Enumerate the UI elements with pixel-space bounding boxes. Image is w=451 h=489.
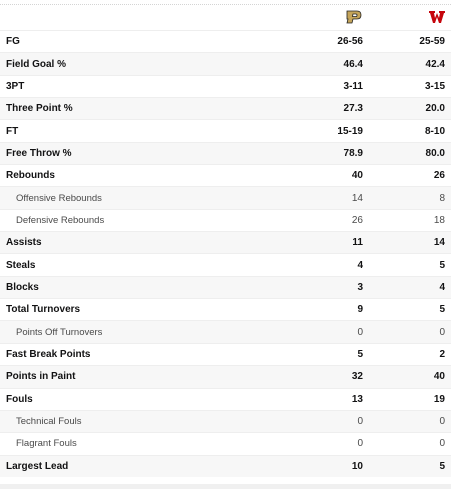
team-a-value: 0	[300, 432, 365, 456]
stat-label: Field Goal %	[0, 52, 300, 76]
table-row: Flagrant Fouls 0 0	[0, 432, 451, 456]
team-b-value: 3-15	[365, 74, 451, 98]
table-row: Rebounds 40 26	[0, 164, 451, 187]
table-row: Offensive Rebounds 14 8	[0, 186, 451, 210]
team-a-value: 4	[300, 253, 365, 277]
team-b-value: 0	[365, 432, 451, 456]
team-b-value: 0	[365, 320, 451, 344]
team-a-value: 3-11	[300, 74, 365, 98]
team-b-value: 5	[365, 454, 451, 478]
stat-label: Blocks	[0, 275, 300, 299]
stat-label: FT	[0, 119, 300, 143]
team-b-value: 0	[365, 409, 451, 433]
team-b-value: 8-10	[365, 119, 451, 143]
team-a-value: 78.9	[300, 141, 365, 165]
team-a-value: 27.3	[300, 97, 365, 120]
stat-label: Steals	[0, 253, 300, 277]
team-b-value: 18	[365, 208, 451, 232]
stat-label: Fast Break Points	[0, 342, 300, 366]
stat-label: Points in Paint	[0, 365, 300, 388]
stat-label: FG	[0, 29, 300, 53]
table-row: FG 26-56 25-59	[0, 29, 451, 53]
table-row: Assists 11 14	[0, 231, 451, 254]
team-a-value: 40	[300, 164, 365, 187]
team-a-value: 32	[300, 365, 365, 388]
team-a-value: 3	[300, 275, 365, 299]
team-b-value: 5	[365, 298, 451, 321]
table-row: Points Off Turnovers 0 0	[0, 320, 451, 344]
wisconsin-w-logo-icon	[429, 10, 445, 24]
team-a-value: 46.4	[300, 52, 365, 76]
team-a-value: 26-56	[300, 29, 365, 53]
team-a-value: 0	[300, 409, 365, 433]
stat-label: Assists	[0, 231, 300, 254]
team-b-value: 8	[365, 186, 451, 210]
table-row: Defensive Rebounds 26 18	[0, 208, 451, 232]
table-row: Technical Fouls 0 0	[0, 409, 451, 433]
stat-label: Offensive Rebounds	[0, 186, 300, 210]
table-row: Three Point % 27.3 20.0	[0, 97, 451, 120]
top-divider	[0, 4, 451, 5]
stat-label: Defensive Rebounds	[0, 208, 300, 232]
table-row: Free Throw % 78.9 80.0	[0, 141, 451, 165]
team-a-value: 5	[300, 342, 365, 366]
table-row: FT 15-19 8-10	[0, 119, 451, 143]
stat-label: Free Throw %	[0, 141, 300, 165]
table-row: 3PT 3-11 3-15	[0, 74, 451, 98]
team-a-value: 26	[300, 208, 365, 232]
purdue-p-logo-icon	[346, 10, 362, 24]
team-b-value: 20.0	[365, 97, 451, 120]
stat-label: Largest Lead	[0, 454, 300, 478]
team-b-value: 80.0	[365, 141, 451, 165]
team-b-value: 42.4	[365, 52, 451, 76]
team-b-value: 4	[365, 275, 451, 299]
team-b-value: 19	[365, 387, 451, 411]
bottom-divider	[0, 484, 451, 489]
team-b-value: 25-59	[365, 29, 451, 53]
team-a-value: 0	[300, 320, 365, 344]
stat-label: Total Turnovers	[0, 298, 300, 321]
team-b-value: 26	[365, 164, 451, 187]
stat-label: 3PT	[0, 74, 300, 98]
team-stats-table: FG 26-56 25-59 Field Goal % 46.4 42.4 3PT 3-11 3…	[0, 29, 451, 478]
stat-label: Fouls	[0, 387, 300, 411]
team-a-value: 15-19	[300, 119, 365, 143]
team-b-value: 14	[365, 231, 451, 254]
team-a-value: 14	[300, 186, 365, 210]
table-row: Steals 4 5	[0, 253, 451, 277]
stat-label: Rebounds	[0, 164, 300, 187]
stat-label: Flagrant Fouls	[0, 432, 300, 456]
table-row: Field Goal % 46.4 42.4	[0, 52, 451, 76]
team-header	[0, 5, 451, 30]
table-row: Fast Break Points 5 2	[0, 342, 451, 366]
team-b-value: 40	[365, 365, 451, 388]
team-a-value: 11	[300, 231, 365, 254]
stat-label: Three Point %	[0, 97, 300, 120]
team-a-value: 13	[300, 387, 365, 411]
stat-label: Technical Fouls	[0, 409, 300, 433]
table-row: Points in Paint 32 40	[0, 365, 451, 388]
table-row: Fouls 13 19	[0, 387, 451, 411]
table-row: Largest Lead 10 5	[0, 454, 451, 478]
stat-label: Points Off Turnovers	[0, 320, 300, 344]
table-row: Total Turnovers 9 5	[0, 298, 451, 321]
team-b-value: 2	[365, 342, 451, 366]
team-a-value: 10	[300, 454, 365, 478]
team-a-value: 9	[300, 298, 365, 321]
stats-body: FG 26-56 25-59 Field Goal % 46.4 42.4 3PT 3-11 3…	[0, 29, 451, 478]
team-b-value: 5	[365, 253, 451, 277]
table-row: Blocks 3 4	[0, 275, 451, 299]
